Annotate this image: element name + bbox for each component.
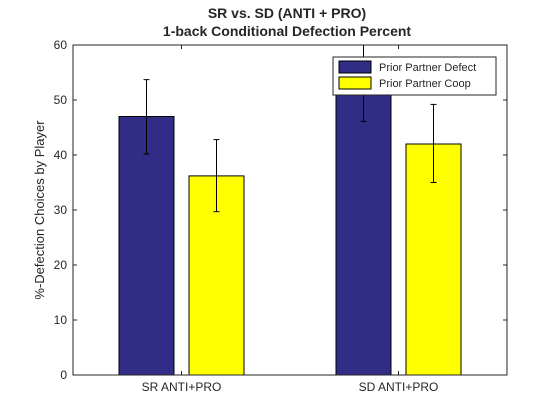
y-tick-label: 40 bbox=[54, 148, 68, 162]
y-axis-label: %-Defection Choices by Player bbox=[32, 120, 47, 300]
legend-swatch bbox=[338, 76, 372, 90]
x-axis: SR ANTI+PRO SD ANTI+PRO bbox=[142, 45, 439, 394]
y-tick-label: 20 bbox=[54, 258, 68, 272]
y-tick-label: 0 bbox=[60, 368, 67, 382]
chart-subtitle: 1-back Conditional Defection Percent bbox=[163, 23, 411, 39]
bar bbox=[335, 72, 392, 376]
legend-label: Prior Partner Defect bbox=[379, 62, 476, 74]
legend-swatch bbox=[338, 60, 372, 74]
y-tick-label: 50 bbox=[54, 93, 68, 107]
chart-title: SR vs. SD (ANTI + PRO) bbox=[208, 5, 366, 21]
x-tick-label: SD ANTI+PRO bbox=[359, 380, 439, 394]
bar bbox=[118, 116, 175, 376]
y-tick-label: 10 bbox=[54, 313, 68, 327]
x-tick-label: SR ANTI+PRO bbox=[142, 380, 222, 394]
y-tick-label: 60 bbox=[54, 38, 68, 52]
legend-label: Prior Partner Coop bbox=[379, 78, 471, 90]
y-axis: 0 10 20 30 40 50 60 bbox=[54, 38, 507, 382]
bars-layer bbox=[118, 72, 462, 376]
legend: Prior Partner Defect Prior Partner Coop bbox=[332, 56, 497, 96]
y-tick-label: 30 bbox=[54, 203, 68, 217]
